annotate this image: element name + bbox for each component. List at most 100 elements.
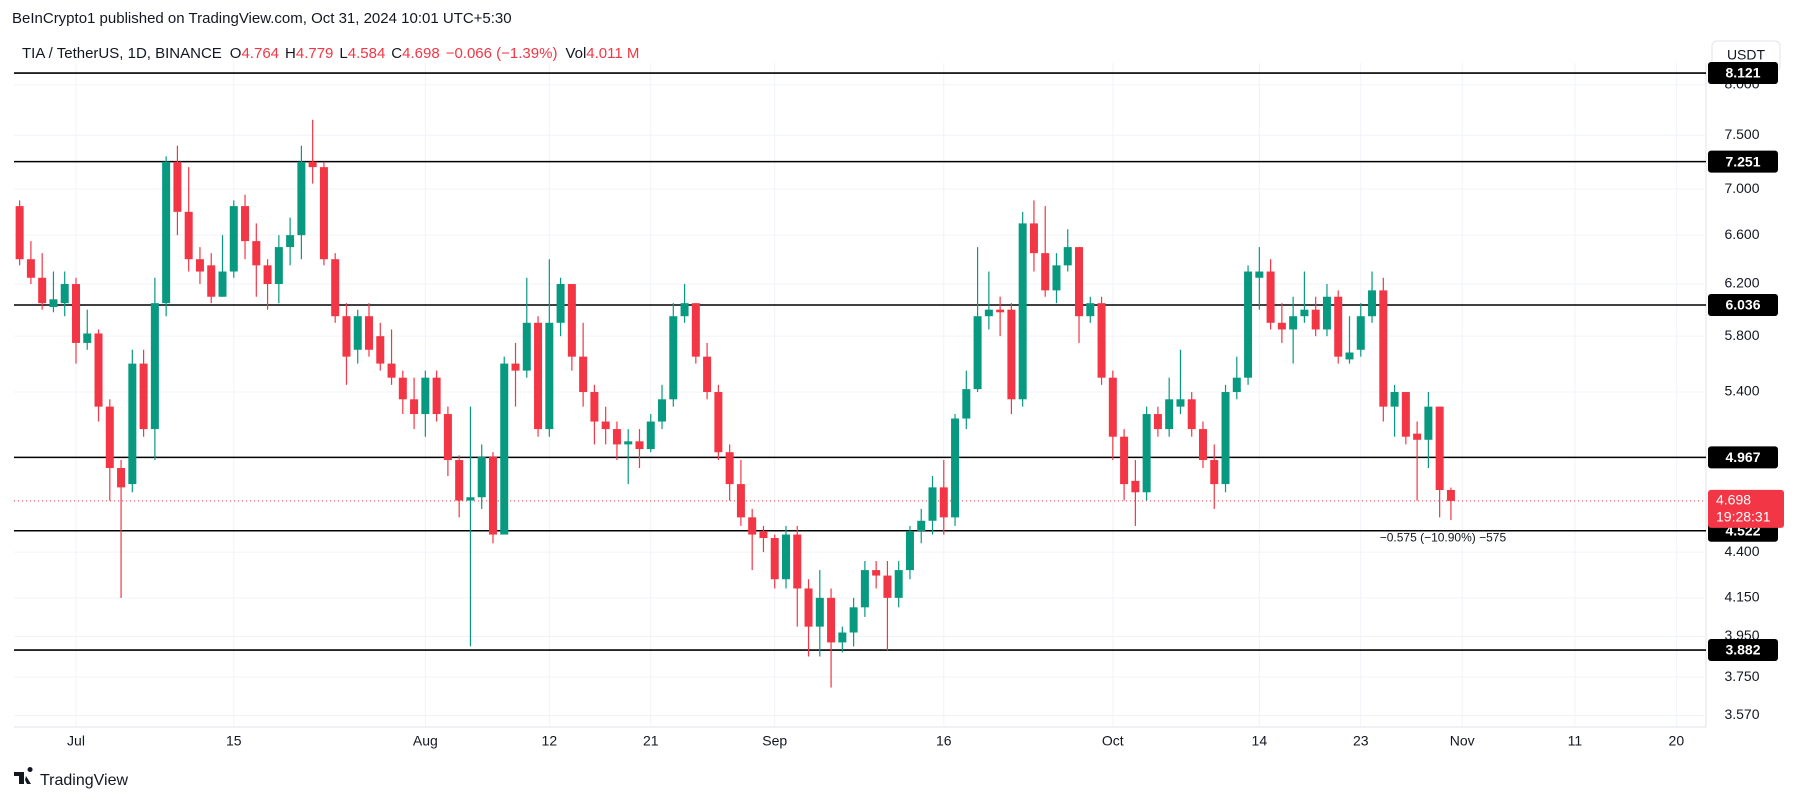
measure-label: −0.575 (−10.90%) −575 (1380, 530, 1507, 544)
candle-body (860, 570, 869, 608)
candle-body (83, 333, 92, 343)
currency-label[interactable]: USDT (1727, 47, 1766, 63)
ohlc-value: 4.698 (402, 45, 440, 62)
candle-body (252, 241, 261, 266)
published-line: BeInCrypto1 published on TradingView.com… (12, 10, 512, 27)
candle-body (365, 316, 374, 350)
candle-body (105, 406, 114, 468)
candle-body (534, 322, 543, 430)
candle-body (466, 497, 475, 501)
candle-body (590, 392, 599, 422)
candle-body (601, 421, 610, 430)
y-tick-label: 3.750 (1724, 668, 1759, 684)
candle-body (195, 259, 204, 272)
candle-body (263, 265, 272, 285)
candle-body (488, 456, 497, 535)
level-price-label: 6.036 (1725, 297, 1760, 313)
x-tick-label: Oct (1102, 733, 1124, 749)
candle-body (308, 161, 317, 168)
candle-body (781, 534, 790, 580)
candle-body (1086, 303, 1095, 317)
candle-body (1277, 322, 1286, 330)
change-value: −0.066 (−1.39%) (446, 45, 558, 62)
candle-body (218, 271, 227, 297)
candle-body (962, 389, 971, 419)
candle-body (1142, 414, 1151, 493)
candle-body (939, 487, 948, 518)
candle-body (1424, 406, 1433, 440)
candle-body (928, 487, 937, 521)
candle-body (455, 460, 464, 501)
y-tick-label: 4.150 (1724, 589, 1759, 605)
candle-body (849, 607, 858, 633)
candle-body (1334, 296, 1343, 357)
level-price-box (1708, 62, 1778, 85)
ohlc-key: L (339, 45, 347, 62)
candle-body (1221, 392, 1230, 485)
candle-body (1379, 290, 1388, 407)
symbol-title: TIA / TetherUS, 1D, BINANCE (22, 45, 222, 62)
countdown-label: 19:28:31 (1716, 509, 1771, 525)
candle-body (658, 399, 667, 422)
x-tick-label: 12 (542, 733, 558, 749)
candle-body (1018, 223, 1027, 400)
candle-body (646, 421, 655, 450)
candle-body (331, 259, 340, 317)
level-price-box (1708, 150, 1778, 173)
candle-body (274, 247, 283, 285)
y-tick-label: 5.800 (1724, 327, 1759, 343)
ohlc-value: 4.764 (241, 45, 279, 62)
candle-body (162, 161, 171, 304)
candle-body (1401, 392, 1410, 437)
candle-body (669, 316, 678, 400)
candle-body (1187, 399, 1196, 430)
candle-body (1446, 489, 1455, 501)
candle-body (624, 441, 633, 445)
candle-body (917, 520, 926, 532)
candle-body (477, 456, 486, 498)
candle-body (1345, 352, 1354, 360)
candle-body (827, 597, 836, 643)
candle-body (1176, 399, 1185, 407)
candle-body (1007, 309, 1016, 400)
candle-body (1311, 309, 1320, 330)
grid (14, 63, 1706, 727)
volume-value: 4.011 M (586, 45, 639, 62)
candle-body (748, 517, 757, 535)
candle-body (410, 399, 419, 415)
ohlc-key: H (285, 45, 296, 62)
candle-body (1041, 253, 1050, 291)
candle-body (714, 392, 723, 453)
candle-body (1300, 309, 1309, 317)
x-tick-label: 16 (936, 733, 952, 749)
candle-body (443, 414, 452, 461)
ohlc-value: 4.779 (296, 45, 334, 62)
candle-body (376, 336, 385, 364)
candle-body (894, 570, 903, 598)
candle-body (770, 538, 779, 580)
candle-body (15, 206, 24, 260)
candle-body (1075, 247, 1084, 317)
ohlc-key: O (230, 45, 242, 62)
candle-body (703, 356, 712, 393)
candle-body (1198, 429, 1207, 461)
y-tick-label: 7.000 (1724, 180, 1759, 196)
x-tick-label: Sep (762, 733, 787, 749)
level-price-label: 8.121 (1725, 65, 1760, 81)
level-price-box (1708, 446, 1778, 469)
y-tick-label: 6.600 (1724, 226, 1759, 242)
candle-body (996, 309, 1005, 313)
candle-body (579, 356, 588, 393)
candle-body (951, 418, 960, 518)
x-tick-label: 23 (1353, 733, 1369, 749)
candle-body (94, 333, 103, 407)
candle-body (421, 377, 430, 415)
volume-key: Vol (565, 45, 586, 62)
candle-body (297, 161, 306, 236)
candle-body (1097, 303, 1106, 378)
candle-body (612, 429, 621, 445)
candle-body (1232, 377, 1241, 393)
candle-body (736, 484, 745, 518)
candle-body (545, 322, 554, 430)
symbol-legend: TIA / TetherUS, 1D, BINANCE O4.764 H4.779 L… (22, 45, 639, 62)
